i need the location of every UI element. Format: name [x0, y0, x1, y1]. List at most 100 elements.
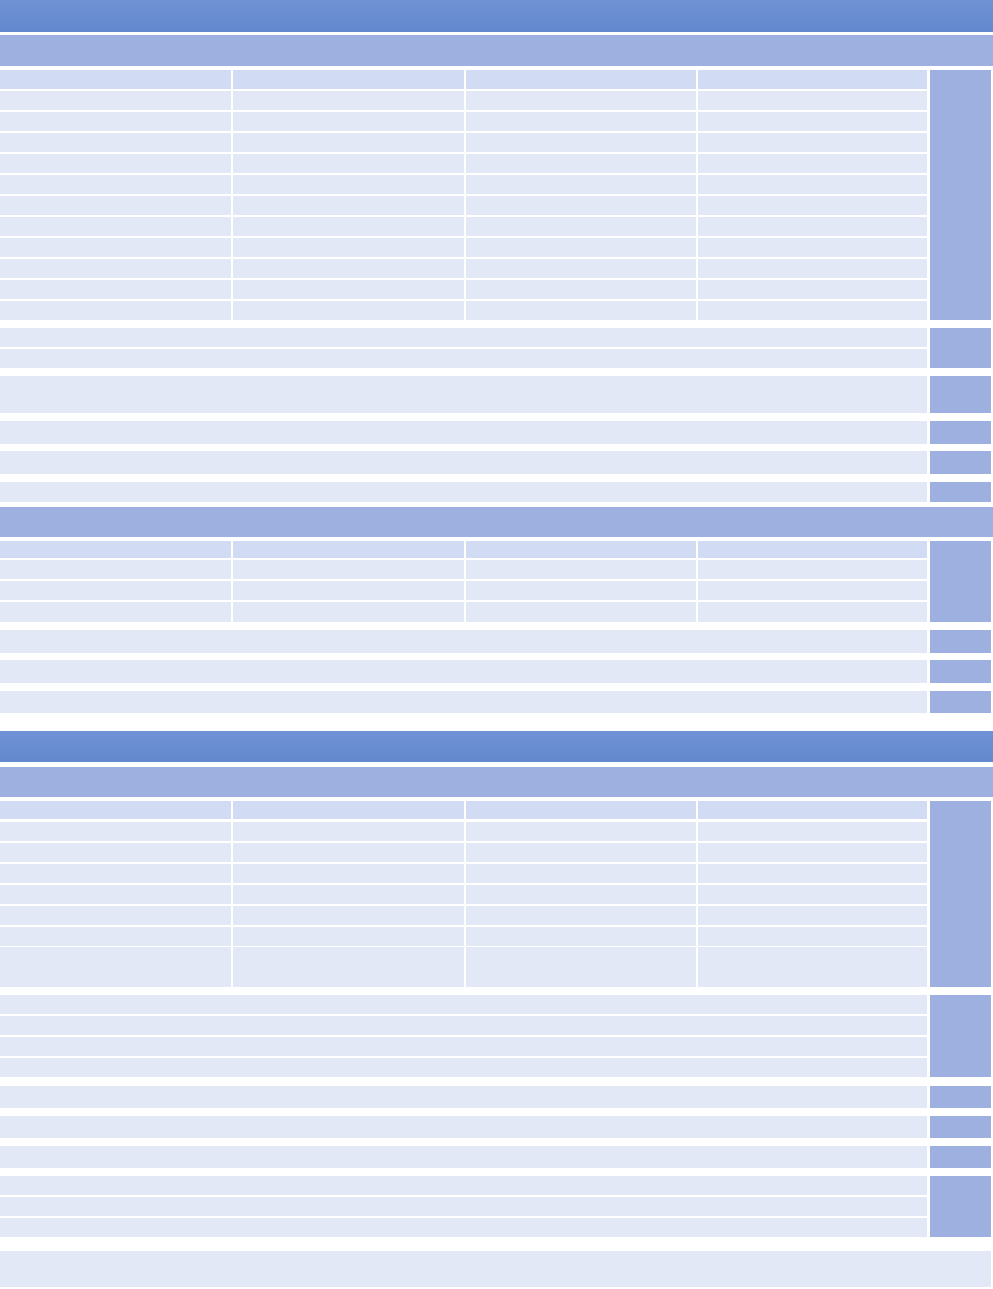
table-header-cell — [466, 70, 696, 89]
field-row — [0, 1037, 927, 1056]
side-panel — [930, 328, 991, 368]
side-panel — [930, 1086, 991, 1108]
table-cell — [233, 822, 464, 841]
table-cell — [233, 885, 464, 904]
table-cell — [0, 112, 231, 131]
table-cell — [466, 175, 696, 194]
table-header-cell — [466, 801, 696, 819]
table-header-cell — [698, 801, 927, 819]
table-cell — [698, 906, 927, 925]
table-cell — [233, 864, 464, 883]
table-cell — [233, 154, 464, 173]
field-row — [0, 1116, 927, 1138]
table-cell — [698, 259, 927, 278]
table-cell — [233, 843, 464, 862]
field-row — [0, 421, 927, 444]
table-cell — [466, 238, 696, 257]
field-row — [0, 1146, 927, 1168]
table-cell — [466, 947, 696, 987]
table-cell — [698, 280, 927, 299]
table-cell — [0, 581, 231, 600]
table-cell — [466, 154, 696, 173]
field-row — [0, 1058, 927, 1077]
table-cell — [0, 927, 231, 946]
table-cell — [698, 238, 927, 257]
side-panel — [930, 376, 991, 413]
table-cell — [233, 259, 464, 278]
side-panel — [930, 541, 991, 622]
table-cell — [698, 91, 927, 110]
side-panel — [930, 1146, 991, 1168]
table-cell — [233, 196, 464, 215]
table-cell — [466, 217, 696, 236]
table-cell — [698, 112, 927, 131]
table-cell — [466, 581, 696, 600]
table-cell — [0, 175, 231, 194]
table-cell — [466, 602, 696, 622]
table-cell — [0, 864, 231, 883]
table-cell — [698, 927, 927, 946]
side-panel — [930, 70, 991, 320]
side-panel — [930, 1116, 991, 1138]
side-panel — [930, 801, 991, 987]
field-row — [0, 691, 927, 713]
table-cell — [0, 822, 231, 841]
table-cell — [466, 301, 696, 320]
table-cell — [466, 843, 696, 862]
table-cell — [233, 280, 464, 299]
table-cell — [466, 259, 696, 278]
table-cell — [0, 843, 231, 862]
field-row — [0, 376, 927, 413]
table-cell — [0, 602, 231, 622]
table-cell — [233, 602, 464, 622]
table-cell — [0, 259, 231, 278]
field-row — [0, 349, 927, 368]
subsection-header — [0, 507, 993, 537]
table-cell — [0, 906, 231, 925]
table-cell — [698, 864, 927, 883]
table-cell — [466, 280, 696, 299]
field-row — [0, 451, 927, 474]
field-row — [0, 630, 927, 653]
table-cell — [233, 906, 464, 925]
table-cell — [0, 217, 231, 236]
field-row — [0, 1016, 927, 1035]
table-cell — [466, 822, 696, 841]
table-cell — [233, 91, 464, 110]
table-cell — [698, 843, 927, 862]
side-panel — [930, 660, 991, 683]
table-cell — [0, 154, 231, 173]
side-panel — [930, 451, 991, 474]
table-cell — [0, 133, 231, 152]
table-cell — [233, 947, 464, 987]
field-row — [0, 1086, 927, 1108]
field-row — [0, 1197, 927, 1216]
table-header-cell — [233, 70, 464, 89]
table-cell — [698, 822, 927, 841]
table-cell — [233, 112, 464, 131]
field-row — [0, 482, 927, 502]
table-header-cell — [0, 541, 231, 558]
table-cell — [233, 927, 464, 946]
table-cell — [698, 196, 927, 215]
table-cell — [233, 217, 464, 236]
table-cell — [233, 133, 464, 152]
table-cell — [0, 238, 231, 257]
table-header-cell — [0, 801, 231, 819]
side-panel — [930, 630, 991, 653]
table-header-cell — [698, 70, 927, 89]
side-panel — [930, 691, 991, 713]
subsection-header — [0, 35, 993, 66]
table-cell — [466, 91, 696, 110]
table-cell — [466, 560, 696, 579]
table-cell — [466, 885, 696, 904]
field-row — [0, 1176, 927, 1195]
side-panel — [930, 421, 991, 444]
table-cell — [0, 885, 231, 904]
section-header — [0, 0, 993, 32]
table-cell — [233, 301, 464, 320]
table-header-cell — [698, 541, 927, 558]
table-cell — [698, 154, 927, 173]
table-cell — [233, 581, 464, 600]
table-cell — [698, 560, 927, 579]
